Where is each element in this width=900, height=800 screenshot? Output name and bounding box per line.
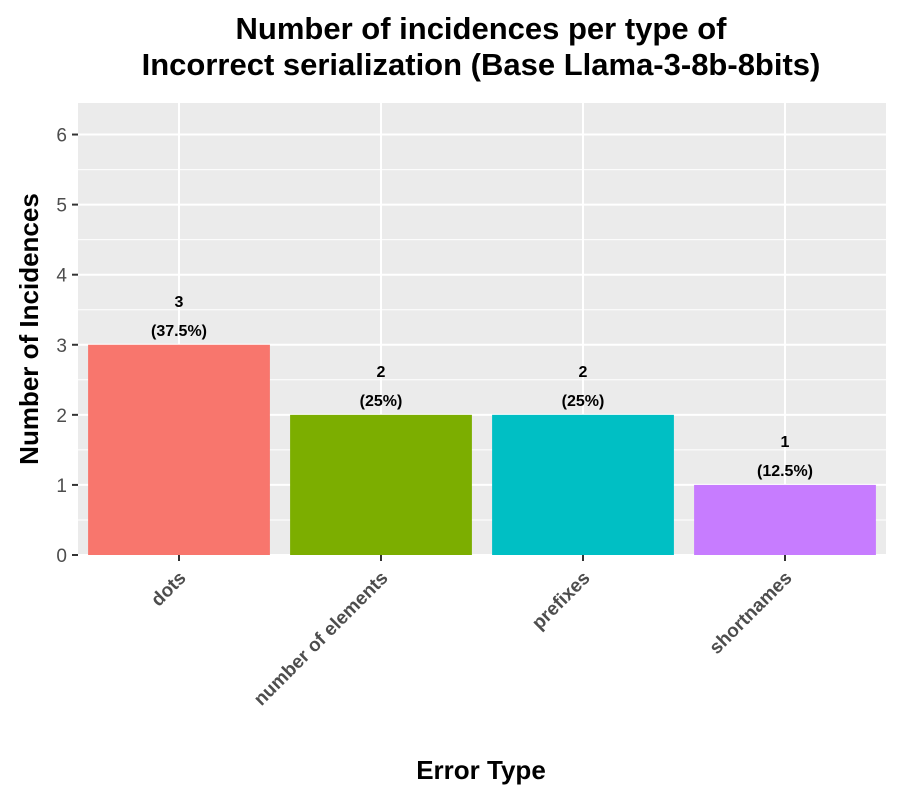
x-axis-title: Error Type [416, 755, 546, 785]
bar-shortnames [694, 484, 876, 555]
x-axis: dots number of elements prefixes shortnames [147, 555, 797, 711]
y-tick-label: 5 [56, 196, 67, 217]
bar-number-of-elements [290, 414, 472, 555]
chart-title-line: Incorrect serialization (Base Llama-3-8b… [142, 47, 821, 82]
y-tick-label: 3 [56, 336, 67, 357]
data-label: 1 (12.5%) [757, 434, 813, 480]
data-label-line: 2 [579, 364, 588, 381]
x-tick-label: number of elements [250, 568, 393, 711]
bars [88, 344, 876, 555]
y-axis-title: Number of Incidences [14, 193, 44, 465]
data-labels: 3 (37.5%) 2 (25%) 2 (25%) 1 (12.5%) [151, 294, 813, 480]
chart-title: Number of incidences per type of Incorrec… [142, 11, 821, 82]
y-tick-label: 1 [56, 476, 67, 497]
data-label-line: (37.5%) [151, 323, 207, 340]
y-tick-label: 6 [56, 126, 67, 147]
x-tick-label: dots [147, 568, 190, 611]
data-label-line: 1 [781, 434, 790, 451]
data-label-line: 2 [377, 364, 386, 381]
x-tick-label: shortnames [706, 568, 797, 659]
data-label: 2 (25%) [562, 364, 605, 410]
data-label: 3 (37.5%) [151, 294, 207, 340]
y-tick-label: 2 [56, 406, 67, 427]
data-label-line: (25%) [360, 393, 403, 410]
y-tick-label: 4 [56, 266, 67, 287]
bar-prefixes [492, 414, 674, 555]
y-tick-label: 0 [56, 546, 67, 567]
data-label-line: (12.5%) [757, 463, 813, 480]
data-label-line: 3 [175, 294, 184, 311]
chart-title-line: Number of incidences per type of [236, 11, 728, 46]
x-tick-label: prefixes [528, 568, 594, 634]
bar-dots [88, 344, 270, 555]
data-label-line: (25%) [562, 393, 605, 410]
y-axis: 0 1 2 3 4 5 6 [56, 126, 78, 567]
data-label: 2 (25%) [360, 364, 403, 410]
